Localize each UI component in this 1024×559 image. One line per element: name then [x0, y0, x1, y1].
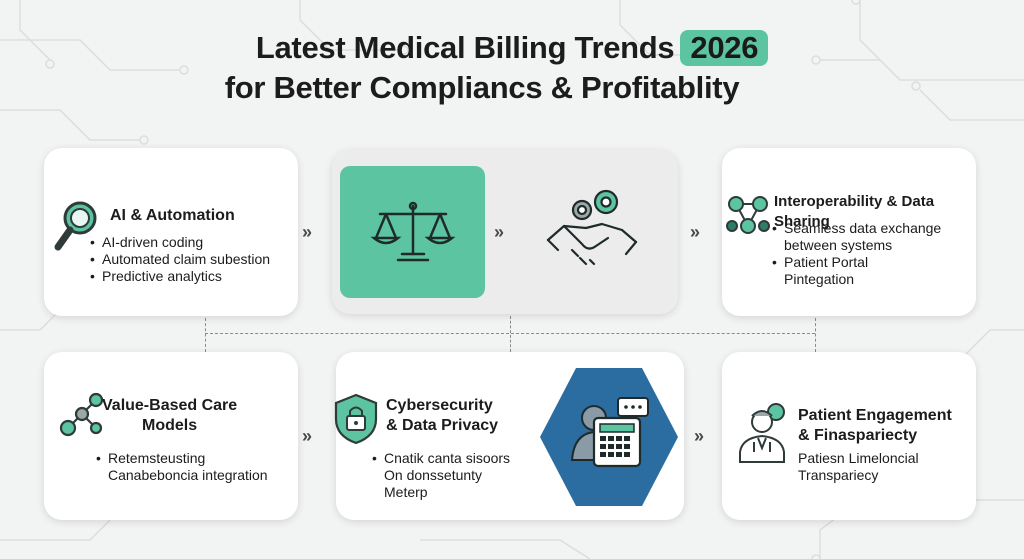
shield-lock-icon [334, 393, 378, 445]
connector-line [815, 318, 816, 352]
list-item: between systems [784, 237, 893, 253]
card-interoperability: Interoperability & Data Sharing Seamless… [722, 148, 976, 316]
card-cybersecurity: Cybersecurity & Data Privacy Cnatik cant… [334, 352, 684, 520]
card-title: Patient Engagement & Finaspariecty [798, 406, 952, 446]
list-item: Predictive analytics [90, 268, 270, 285]
scales-tile [340, 166, 485, 298]
list-item: Transpariecy [798, 467, 879, 483]
card-title-line-2: & Data Privacy [386, 417, 499, 434]
list-item: Patiesn Limeloncial [798, 450, 919, 466]
card-title: AI & Automation [110, 207, 235, 224]
list-item: On donssetunty [384, 467, 483, 483]
card-title-line-1: Value-Based Care [102, 397, 238, 414]
list-item: Cnatik canta sisoors [372, 450, 510, 467]
flow-arrow: » [690, 222, 700, 242]
card-value-based-care: Value-Based Care Models Retemsteusting C… [44, 352, 298, 520]
card-title-line-1: Patient Engagement [798, 407, 952, 424]
card-title-line-1: Cybersecurity [386, 397, 493, 414]
network-nodes-icon [726, 196, 770, 234]
card-title: Value-Based Care Models [102, 396, 237, 436]
page-subtitle: for Better Compliancs & Profitablity [224, 70, 740, 105]
list-item: Canabeboncia integration [108, 467, 268, 483]
patient-calculator-icon [540, 368, 678, 506]
card-ai-automation: AI & Automation AI-driven coding Automat… [44, 148, 298, 316]
list-item: Seamless data exchange [772, 220, 941, 237]
title-line-1: Latest Medical Billing Trends [255, 30, 675, 65]
year-badge: 2026 [680, 30, 769, 66]
connected-nodes-icon [59, 392, 104, 437]
list-item: Meterp [384, 484, 428, 500]
card-title-line-2: & Finaspariecty [798, 427, 918, 444]
list-item: AI-driven coding [90, 234, 270, 251]
flow-arrow: » [302, 222, 312, 242]
card-patient-engagement: Patient Engagement & Finaspariecty Patie… [722, 352, 976, 520]
flow-arrow: » [302, 426, 312, 446]
list-item: Automated claim subestion [90, 251, 270, 268]
connector-line [205, 318, 206, 352]
magnifier-icon [54, 201, 97, 251]
flow-arrow: » [694, 426, 704, 446]
card-title: Cybersecurity & Data Privacy [386, 396, 498, 436]
handshake-gears-icon [546, 189, 638, 266]
flow-arrow: » [494, 222, 504, 242]
list-item: Pintegation [784, 271, 855, 287]
connector-line [510, 316, 511, 352]
doctor-chat-icon [739, 403, 785, 463]
page-title: Latest Medical Billing Trends 2026 [0, 30, 1024, 66]
card-compliance [332, 150, 678, 314]
list-item: Patient Portal [772, 254, 941, 271]
card-title-line-2: Models [142, 417, 198, 434]
list-item: Retemsteusting [96, 450, 268, 467]
balance-scale-icon [370, 201, 456, 262]
